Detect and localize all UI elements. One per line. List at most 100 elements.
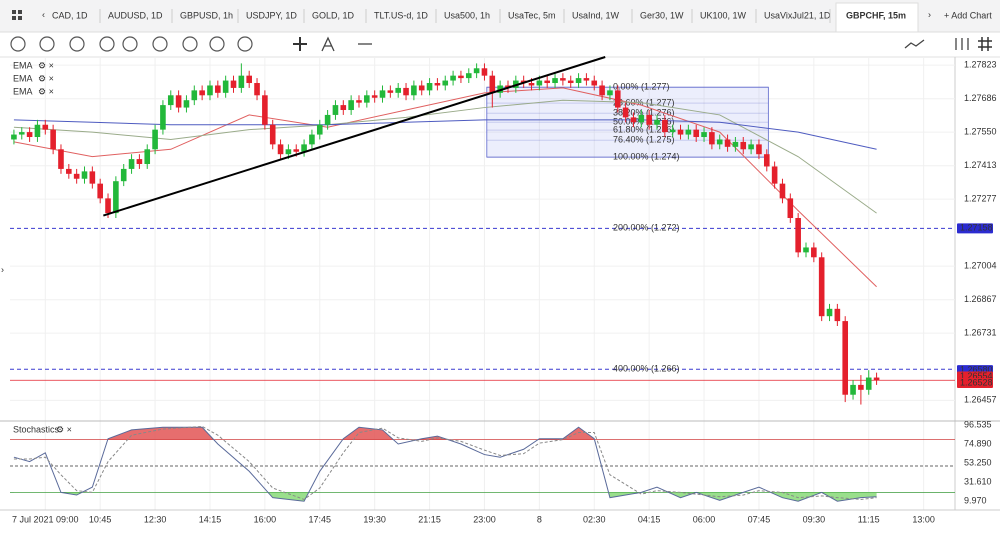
candle-body <box>238 75 245 88</box>
tab[interactable]: GBPCHF, 15m <box>846 10 906 20</box>
candle-body <box>113 181 119 214</box>
indicator-close[interactable]: ⚙ × <box>38 60 54 70</box>
candle-body <box>144 149 151 165</box>
tab[interactable]: UsaVixJul21, 1D <box>764 10 831 20</box>
y-tick-label: 1.26867 <box>964 294 997 304</box>
candle-body <box>128 159 135 169</box>
candle-body <box>58 149 64 169</box>
fib-label: 100.00% (1.274) <box>613 152 680 162</box>
candle-body <box>591 80 598 86</box>
tab[interactable]: TLT.US-d, 1D <box>374 10 428 20</box>
y-tick-label: 1.26457 <box>964 395 997 405</box>
tab[interactable]: GBPUSD, 1h <box>180 10 233 20</box>
layout-icon[interactable] <box>12 10 22 20</box>
candle-body <box>254 83 260 96</box>
tab[interactable]: AUDUSD, 1D <box>108 10 163 20</box>
candle-body <box>560 78 566 81</box>
candle-body <box>434 83 441 86</box>
tool-icon[interactable] <box>69 36 85 52</box>
candle-body <box>803 247 809 253</box>
candle-body <box>450 75 456 81</box>
stoch-line <box>13 426 877 502</box>
tab-next[interactable]: › <box>928 9 931 19</box>
x-tick-label: 02:30 <box>583 514 606 524</box>
indicator-close[interactable]: ⚙ × <box>38 73 54 83</box>
stoch-title: Stochastics <box>13 424 60 434</box>
x-tick-label: 09:30 <box>803 514 826 524</box>
candle-body <box>544 80 550 84</box>
fib-label: 0.00% (1.277) <box>613 82 670 92</box>
candle-body <box>873 377 880 380</box>
candle-body <box>567 80 574 84</box>
x-tick-label: 16:00 <box>254 514 277 524</box>
candle-body <box>748 144 754 150</box>
tab[interactable]: UsaTec, 5m <box>508 10 556 20</box>
indicator-close[interactable]: ⚙ × <box>38 86 54 96</box>
add-chart[interactable]: + Add Chart <box>944 10 992 20</box>
y2-tick-label: 74.890 <box>964 438 992 448</box>
candle-body <box>246 75 252 84</box>
candle-body <box>403 87 409 96</box>
tab[interactable]: GOLD, 1D <box>312 10 355 20</box>
candle-body <box>11 134 17 140</box>
tool-icon[interactable] <box>152 36 168 52</box>
candle-body <box>811 247 817 258</box>
x-tick-label: 07:45 <box>748 514 771 524</box>
fib-label: 200.00% (1.272) <box>613 223 680 233</box>
candle-body <box>301 144 307 152</box>
candle-body <box>81 171 88 179</box>
candle-body <box>756 144 762 155</box>
candle-body <box>709 132 715 145</box>
candle-body <box>638 114 645 123</box>
candle-body <box>575 78 582 84</box>
settings-icon[interactable] <box>955 38 969 50</box>
candle-body <box>701 132 707 138</box>
tab[interactable]: UK100, 1W <box>700 10 747 20</box>
candle-body <box>662 119 668 133</box>
tab[interactable]: CAD, 1D <box>52 10 88 20</box>
tool-icon[interactable] <box>122 36 138 52</box>
tool-icon[interactable] <box>182 36 198 52</box>
candle-body <box>826 308 833 317</box>
candle-body <box>152 129 158 150</box>
tool-icon[interactable] <box>10 36 26 52</box>
tab[interactable]: UsaInd, 1W <box>572 10 620 20</box>
chart-type-icon[interactable] <box>904 39 925 49</box>
candle-body <box>646 114 652 125</box>
candle-body <box>771 166 778 184</box>
grid-icon[interactable] <box>978 37 992 51</box>
x-tick-label: 04:15 <box>638 514 661 524</box>
y-tick-label: 1.26731 <box>964 327 997 337</box>
crosshair-icon[interactable] <box>293 37 307 51</box>
y-tick-label: 1.27413 <box>964 160 997 170</box>
measure-icon[interactable] <box>321 36 335 52</box>
candle-body <box>481 68 488 76</box>
candle-body <box>26 132 33 138</box>
tab[interactable]: USDJPY, 1D <box>246 10 297 20</box>
indicator-close[interactable]: ⚙ × <box>56 424 72 434</box>
tab[interactable]: Ger30, 1W <box>640 10 684 20</box>
candle-body <box>160 105 166 130</box>
candle-body <box>418 85 425 91</box>
tab-prev[interactable]: ‹ <box>42 9 45 19</box>
candle-body <box>693 129 700 138</box>
candle-body <box>50 129 56 150</box>
candle-body <box>842 321 849 395</box>
tab[interactable]: Usa500, 1h <box>444 10 490 20</box>
candle-body <box>677 129 684 135</box>
candle-body <box>630 117 637 123</box>
x-tick-label: 7 Jul 2021 09:00 <box>12 514 79 524</box>
tool-icon[interactable] <box>99 36 115 52</box>
candle-body <box>724 139 731 147</box>
candle-body <box>411 85 417 96</box>
tool-icon[interactable] <box>209 36 225 52</box>
candle-body <box>340 105 347 111</box>
tool-icon[interactable] <box>39 36 55 52</box>
price-badge-label: 1.26554 <box>960 371 993 381</box>
candle-body <box>356 100 362 103</box>
toolbar <box>10 36 992 52</box>
x-tick-label: 8 <box>537 514 542 524</box>
side-toggle[interactable]: › <box>1 264 4 274</box>
tool-icon[interactable] <box>237 36 253 52</box>
candle-body <box>364 95 370 103</box>
